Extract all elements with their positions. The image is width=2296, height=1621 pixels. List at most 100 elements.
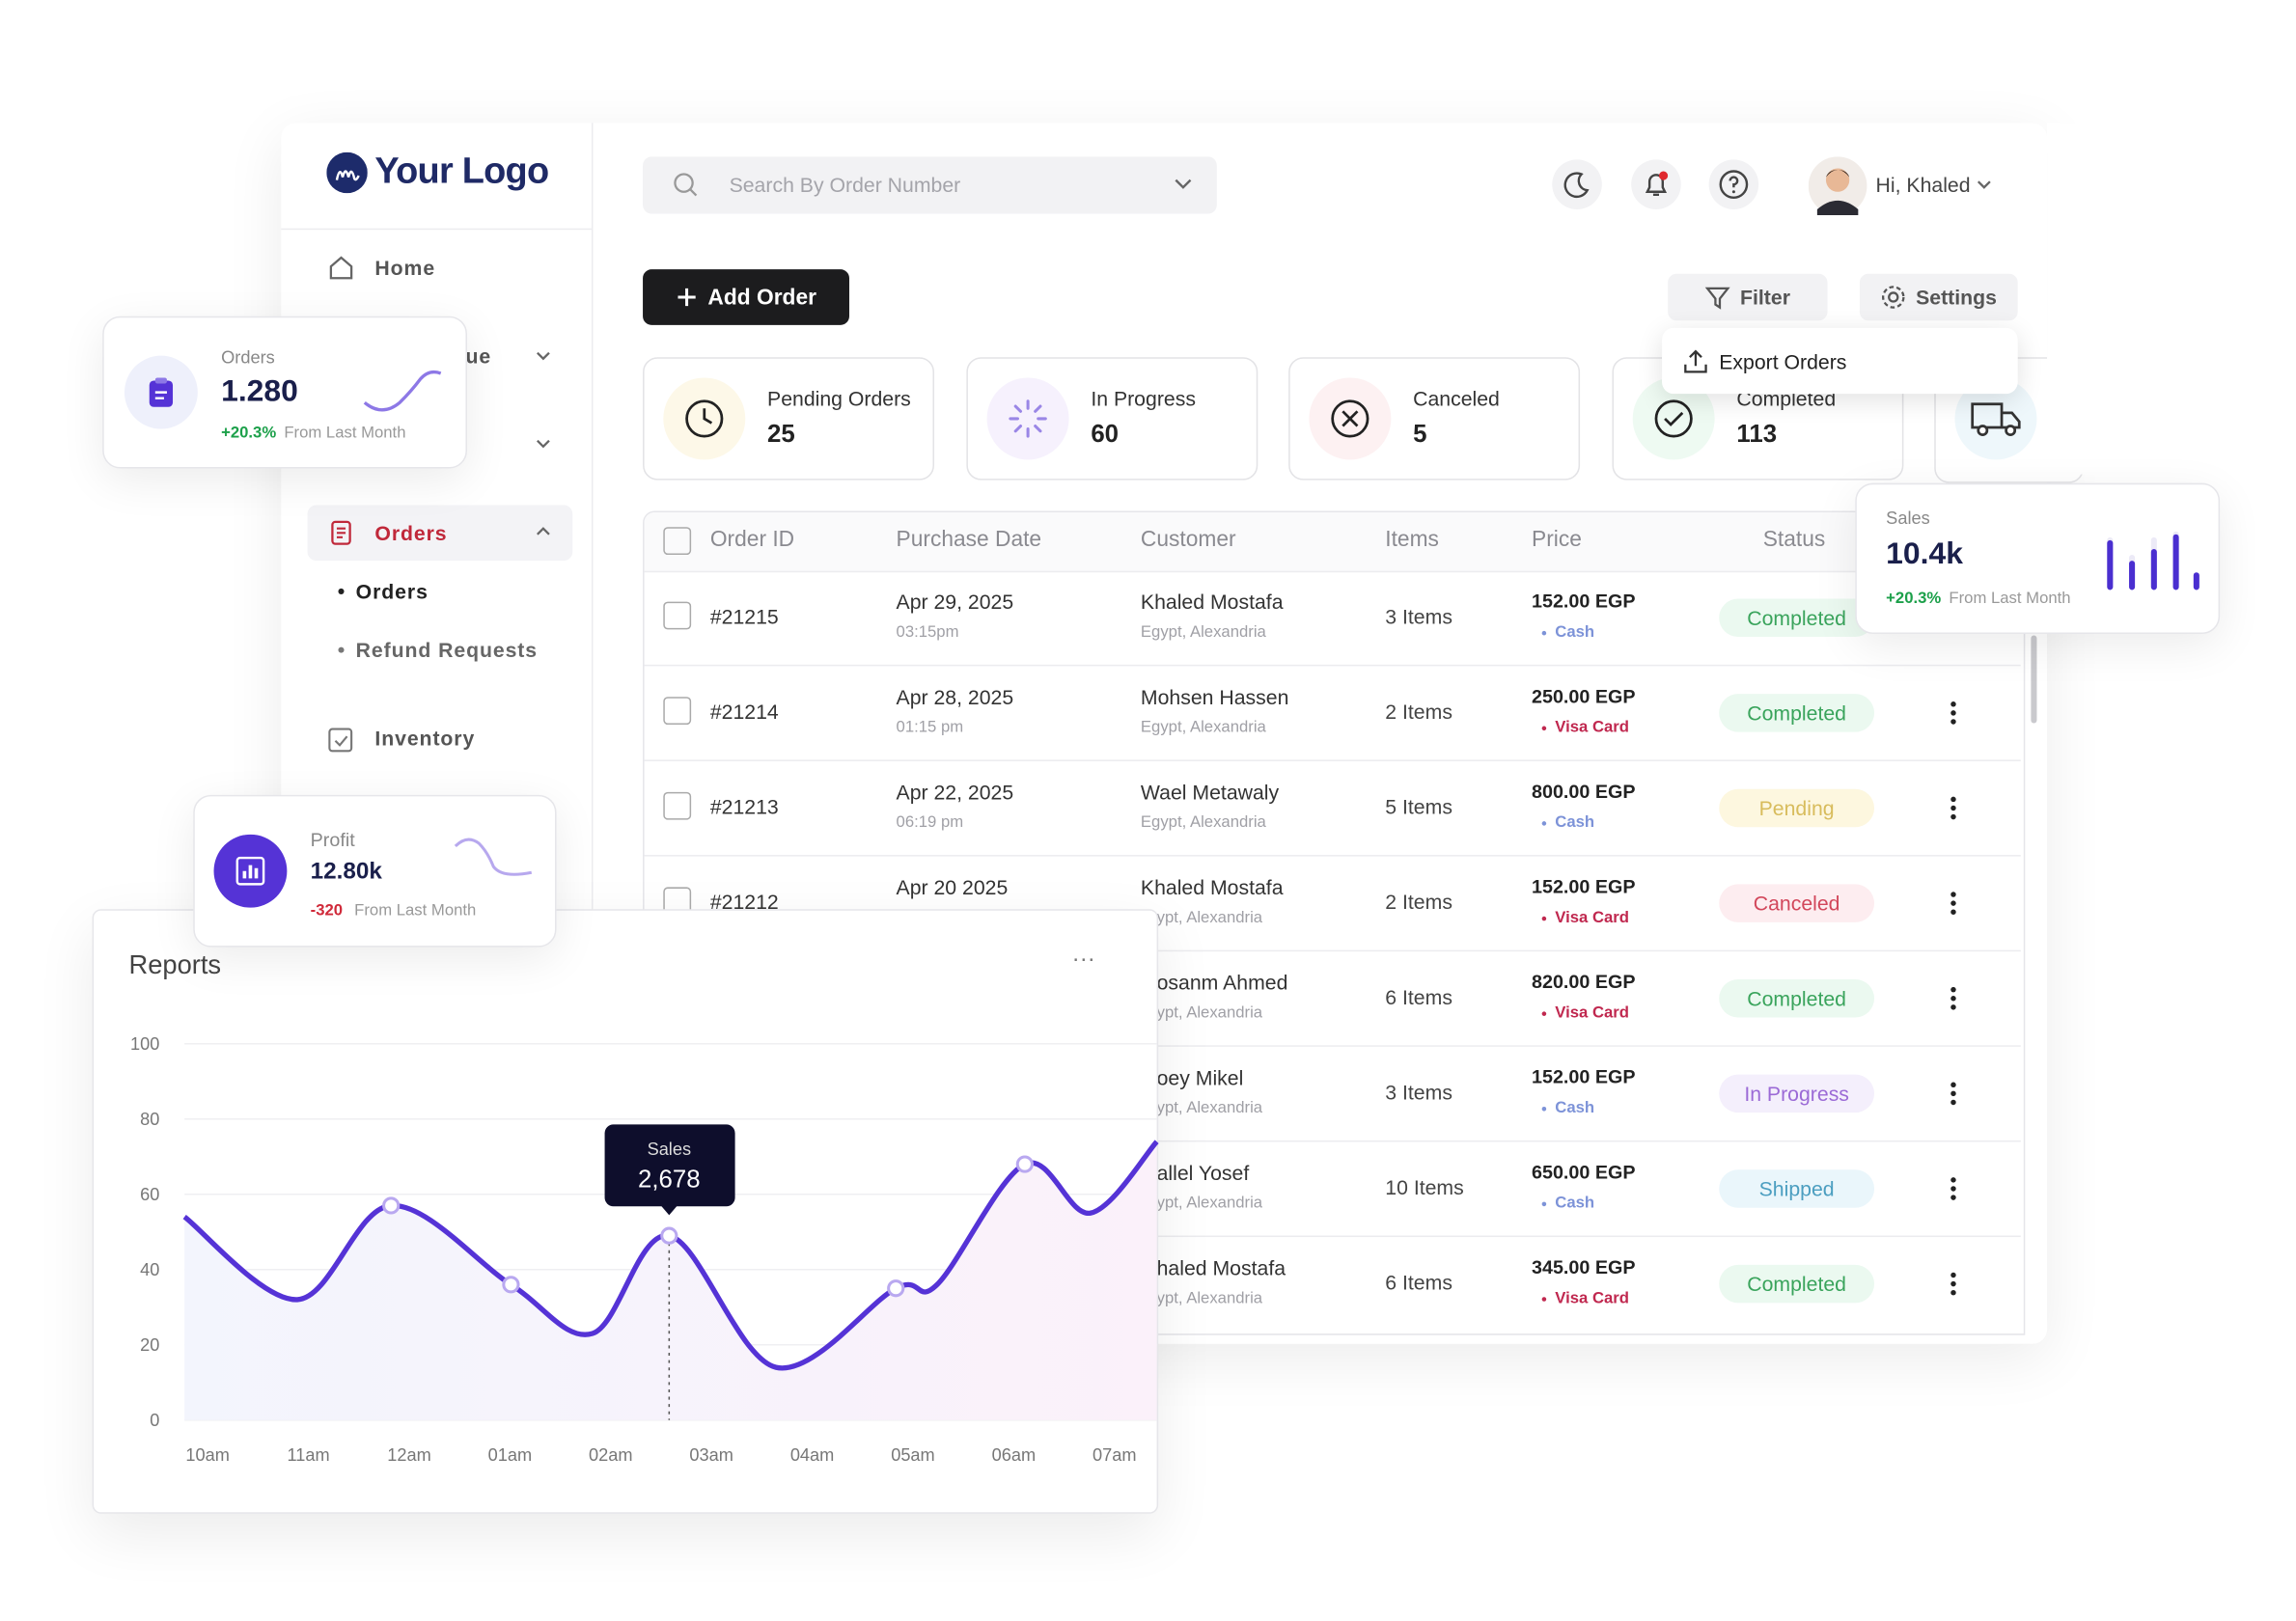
panel-clip [2047, 123, 2296, 475]
point [1015, 1155, 1034, 1173]
graphic [1705, 287, 1731, 310]
row-divider [644, 1235, 2021, 1238]
graphic [329, 256, 353, 280]
checkbox[interactable] [663, 791, 692, 820]
row-actions[interactable] [1949, 985, 1957, 1011]
filter-button[interactable]: Filter [1668, 273, 1828, 321]
profit-card: Profit 12.80k -320 From Last Month [193, 794, 557, 948]
graphic [154, 391, 167, 399]
row-divider [644, 664, 2021, 667]
graphic [1950, 701, 1956, 707]
graphic [1950, 1004, 1956, 1010]
purchase-time: 06:19 pm [896, 813, 964, 832]
bar-icon [235, 856, 265, 886]
price: 800.00 EGP [1532, 780, 1636, 803]
x-tick-label: 02am [589, 1445, 632, 1465]
chevron [537, 351, 550, 361]
x-tick-label: 04am [790, 1445, 835, 1465]
column-header: Customer [1140, 527, 1236, 552]
plus-icon [678, 288, 697, 307]
nav-item[interactable]: Home [374, 256, 436, 280]
graphic [1009, 399, 1047, 438]
graphic [1950, 986, 1956, 993]
graphic [1825, 168, 1850, 192]
row-actions[interactable] [1949, 890, 1957, 916]
row-actions[interactable] [1949, 700, 1957, 726]
stat-value: 60 [1091, 420, 1120, 449]
payment-dot [1541, 630, 1547, 636]
row-divider [644, 1140, 2021, 1142]
card-label: Orders [221, 346, 275, 368]
theme-button[interactable] [1552, 159, 1602, 209]
search-icon [674, 173, 698, 197]
graphic [1950, 813, 1956, 820]
greeting[interactable]: Hi, Khaled [1875, 173, 1971, 197]
graphic [674, 173, 694, 193]
dots-icon [1950, 986, 1956, 1010]
graphic [1888, 291, 1900, 303]
sales-card: Sales 10.4k +20.3% From Last Month [1855, 482, 2221, 634]
search-box[interactable] [643, 156, 1217, 214]
graphic [1971, 402, 2021, 429]
row-actions[interactable] [1949, 795, 1957, 821]
stat-icon [1654, 399, 1693, 438]
settings-button[interactable]: Settings [1859, 273, 2018, 321]
graphic [2107, 531, 2179, 591]
order-id: #21213 [709, 794, 779, 819]
graphic [1659, 171, 1669, 180]
customer-location: ypt, Alexandria [1156, 909, 1263, 927]
nav-item[interactable]: Inventory [374, 726, 476, 750]
more-menu[interactable]: ··· [1072, 946, 1095, 972]
checkbox[interactable] [663, 601, 692, 630]
nav-sub-item[interactable]: Refund Requests [355, 638, 539, 662]
purchase-date: Apr 20 2025 [896, 875, 1009, 899]
payment: Cash [1555, 1099, 1595, 1117]
payment-dot [1541, 1011, 1547, 1016]
filter-label: Filter [1740, 285, 1790, 310]
status-pill: Completed [1719, 979, 1875, 1018]
y-tick-label: 40 [140, 1260, 159, 1279]
filter-icon [1705, 287, 1731, 310]
checkbox[interactable] [663, 527, 692, 556]
checkbox[interactable] [663, 697, 692, 726]
nav-sub-item[interactable]: Orders [355, 579, 429, 604]
home-icon [329, 256, 353, 280]
y-tick-label: 20 [140, 1335, 159, 1355]
graphic [235, 856, 265, 886]
column-header: Status [1762, 527, 1826, 552]
graphic [1175, 179, 1192, 189]
row-actions[interactable] [1949, 1081, 1957, 1107]
avatar[interactable] [1808, 156, 1867, 216]
graphic [1950, 1272, 1956, 1278]
graphic [1645, 174, 1668, 197]
graphic [1684, 349, 1707, 373]
graphic [1825, 169, 1850, 178]
row-actions[interactable] [1949, 1175, 1957, 1201]
graphic [1342, 410, 1359, 427]
add-order-button[interactable]: Add Order [643, 269, 849, 325]
help-button[interactable] [1708, 159, 1759, 209]
payment: Visa Card [1555, 1289, 1630, 1307]
card-note: From Last Month [284, 424, 406, 443]
graphic [335, 170, 360, 181]
graphic [537, 351, 550, 361]
orders-card: Orders 1.280 +20.3% From Last Month [102, 316, 467, 469]
x-tick-label: 10am [185, 1445, 230, 1465]
scrollbar[interactable] [2031, 635, 2037, 724]
graphic [454, 838, 533, 876]
stat-label: In Progress [1091, 386, 1196, 410]
card-note: From Last Month [1949, 590, 2071, 608]
payment: Cash [1555, 623, 1595, 642]
clipboard-icon [149, 377, 174, 407]
graphic [1950, 1090, 1956, 1097]
chart-title: Reports [129, 949, 222, 979]
row-divider [644, 949, 2021, 952]
nav-item[interactable]: Orders [374, 521, 448, 545]
menu-item[interactable]: Export Orders [1719, 349, 1847, 373]
purchase-date: Apr 22, 2025 [896, 780, 1014, 804]
notification-button[interactable] [1631, 159, 1681, 209]
nav-item[interactable]: ue [465, 343, 492, 368]
column-header: Items [1385, 527, 1439, 552]
row-actions[interactable] [1949, 1271, 1957, 1297]
stat-label: Canceled [1413, 386, 1500, 410]
